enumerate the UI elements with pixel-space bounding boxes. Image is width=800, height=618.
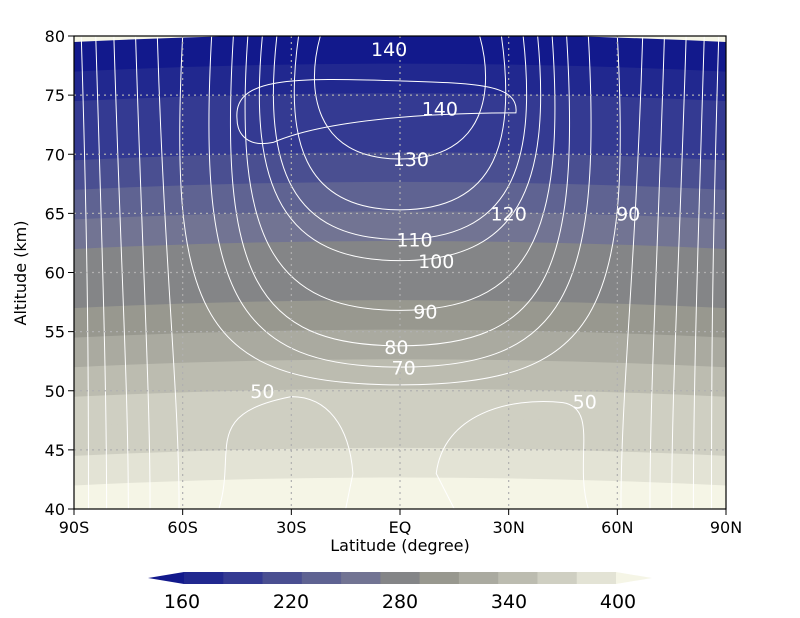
contour-label-10: 50 — [250, 381, 274, 403]
colorbar-label-220: 220 — [273, 591, 309, 613]
contour-bowl-5 — [272, 36, 528, 240]
contour-label-0: 140 — [371, 39, 407, 61]
colorbar-box-2 — [223, 572, 264, 584]
contour-line-left-2 — [113, 36, 129, 509]
contour-label-11: 50 — [573, 392, 597, 414]
y-tick-label-50: 50 — [45, 382, 65, 401]
y-tick-label-65: 65 — [45, 204, 65, 223]
y-tick-label-80: 80 — [45, 27, 65, 46]
contour-bowl-7 — [313, 36, 487, 160]
y-tick-label-40: 40 — [45, 500, 65, 519]
contour-line-right-1 — [692, 36, 705, 509]
contour-line-left-3 — [135, 36, 151, 509]
contour-label-5: 110 — [396, 230, 432, 252]
contour-line-left-4 — [156, 36, 180, 509]
x-axis: 90S 60S 30S EQ 30N 60N 90N — [59, 509, 742, 537]
contour-label-2: 130 — [393, 149, 429, 171]
colorbar-labels: 160 220 280 340 400 — [164, 591, 636, 613]
contour-label-1: 140 — [422, 98, 458, 120]
x-tick-label-90S: 90S — [59, 518, 90, 537]
y-tick-label-60: 60 — [45, 264, 65, 283]
contour-label-7: 90 — [413, 302, 437, 324]
colorbar-label-340: 340 — [491, 591, 527, 613]
colorbar-box-1 — [184, 572, 224, 584]
contour-140-closed — [236, 79, 517, 145]
contour-label-6: 100 — [418, 251, 454, 273]
y-tick-label-45: 45 — [45, 441, 65, 460]
x-tick-label-30N: 30N — [493, 518, 525, 537]
colorbar-box-5 — [341, 572, 381, 584]
x-tick-label-EQ: EQ — [389, 518, 412, 537]
x-axis-title: Latitude (degree) — [330, 536, 470, 555]
contour-label-3: 120 — [491, 204, 527, 226]
y-tick-label-70: 70 — [45, 145, 65, 164]
colorbar-arrow-high — [616, 572, 652, 584]
contour-bowl-2 — [229, 36, 571, 347]
x-tick-label-60S: 60S — [167, 518, 198, 537]
colorbar-box-8 — [458, 572, 499, 584]
contour-line-right-3 — [649, 36, 665, 509]
colorbar-label-400: 400 — [600, 591, 636, 613]
y-axis: 40 45 50 55 60 65 70 75 80 — [45, 27, 74, 519]
colorbar-box-9 — [498, 572, 538, 584]
colorbar-box-6 — [380, 572, 421, 584]
colorbar-arrow-low — [148, 572, 184, 584]
contour-bowl-6 — [293, 36, 507, 211]
contour-label-9: 70 — [392, 357, 416, 379]
contour-bowl-3 — [244, 36, 556, 311]
colorbar-label-280: 280 — [382, 591, 418, 613]
contour-line-left-0 — [80, 36, 89, 509]
colorbar-box-7 — [419, 572, 460, 584]
filled-bands — [74, 36, 726, 509]
colorbar-box-11 — [576, 572, 617, 584]
colorbar-box-10 — [537, 572, 578, 584]
contour-line-right-4 — [620, 36, 644, 509]
colorbar — [148, 572, 652, 584]
contour-low-0 — [218, 396, 354, 509]
contour-bowl-4 — [258, 36, 542, 262]
colorbar-box-3 — [262, 572, 303, 584]
colorbar-label-160: 160 — [164, 591, 200, 613]
x-tick-label-90N: 90N — [710, 518, 742, 537]
contour-line-right-2 — [671, 36, 687, 509]
y-tick-label-55: 55 — [45, 323, 65, 342]
contour-line-right-0 — [711, 36, 720, 509]
contour-line-left-1 — [95, 36, 108, 509]
grid-lines — [74, 36, 726, 509]
contour-label-8: 80 — [384, 337, 408, 359]
contour-label-4: 90 — [616, 204, 640, 226]
x-tick-label-60N: 60N — [601, 518, 633, 537]
contour-low-1 — [435, 401, 589, 509]
x-tick-label-30S: 30S — [276, 518, 307, 537]
y-tick-label-75: 75 — [45, 86, 65, 105]
colorbar-box-4 — [301, 572, 342, 584]
y-axis-title: Altitude (km) — [11, 221, 30, 326]
